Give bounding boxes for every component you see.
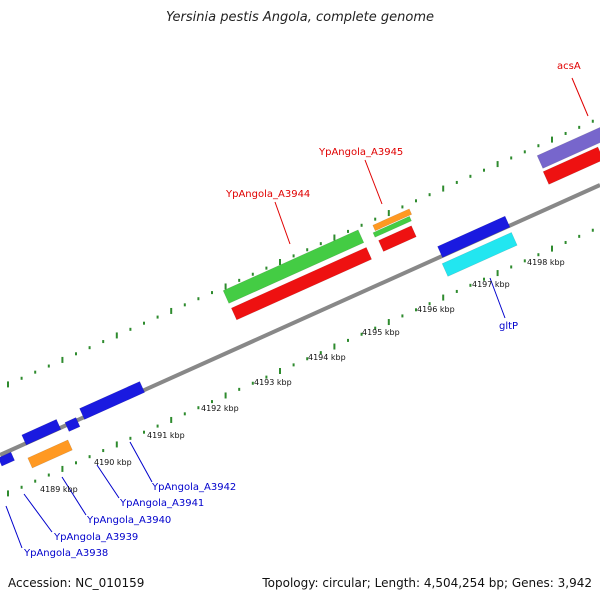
map-title: Yersinia pestis Angola, complete genome [166, 10, 434, 25]
gene-label-acsA[interactable]: acsA [557, 61, 581, 72]
label-connector [364, 159, 383, 205]
gene-feature[interactable] [437, 215, 511, 258]
label-connectors [5, 77, 589, 549]
gene-label-YpAngola_A3939[interactable]: YpAngola_A3939 [53, 532, 138, 543]
gene-label-YpAngola_A3944[interactable]: YpAngola_A3944 [225, 189, 310, 200]
label-connector [129, 441, 153, 483]
gene-features [0, 126, 600, 469]
gene-label-YpAngola_A3938[interactable]: YpAngola_A3938 [23, 548, 108, 559]
genome-summary-text: Topology: circular; Length: 4,504,254 bp… [262, 576, 592, 590]
label-connector [274, 201, 291, 245]
gene-feature[interactable] [21, 419, 62, 446]
scale-label: 4190 kbp [94, 458, 132, 467]
scale-label: 4193 kbp [254, 378, 292, 387]
scale-label: 4191 kbp [147, 431, 185, 440]
tick-marks [7, 119, 594, 497]
gene-feature-acsA[interactable] [536, 126, 600, 169]
scale-labels: 4189 kbp 4190 kbp 4191 kbp 4192 kbp 4193 kbp… [40, 258, 565, 494]
gene-label-YpAngola_A3941[interactable]: YpAngola_A3941 [119, 498, 204, 509]
label-connector [5, 505, 23, 549]
gene-label-YpAngola_A3940[interactable]: YpAngola_A3940 [86, 515, 171, 526]
label-connector [489, 277, 506, 319]
scale-label: 4189 kbp [40, 485, 78, 494]
gene-feature[interactable] [79, 381, 145, 420]
gene-feature[interactable] [231, 247, 372, 321]
label-connector [571, 77, 589, 117]
gene-feature-gltP[interactable] [441, 232, 518, 277]
scale-label: 4197 kbp [472, 280, 510, 289]
gene-feature-YpAngola_A3945[interactable] [372, 208, 413, 232]
gene-feature[interactable] [378, 225, 417, 252]
label-connector [23, 493, 53, 533]
scale-label: 4192 kbp [201, 404, 239, 413]
gene-label-YpAngola_A3942[interactable]: YpAngola_A3942 [151, 482, 236, 493]
scale-label: 4195 kbp [362, 328, 400, 337]
accession-text: Accession: NC_010159 [8, 576, 145, 590]
label-connector [61, 476, 87, 516]
scale-label: 4194 kbp [308, 353, 346, 362]
gene-feature-YpAngola_A3944[interactable] [222, 229, 365, 304]
gene-feature[interactable] [27, 439, 73, 469]
gene-feature[interactable] [372, 215, 412, 238]
label-connector [96, 464, 120, 499]
gene-label-gltP[interactable]: gltP [499, 321, 518, 332]
gene-feature[interactable] [64, 417, 81, 432]
gene-feature[interactable] [0, 451, 15, 467]
scale-label: 4196 kbp [417, 305, 455, 314]
gene-feature[interactable] [542, 146, 600, 185]
gene-labels: acsA YpAngola_A3945 YpAngola_A3944 gltP YpAn… [23, 61, 581, 559]
scale-label: 4198 kbp [527, 258, 565, 267]
gene-label-YpAngola_A3945[interactable]: YpAngola_A3945 [318, 147, 403, 158]
